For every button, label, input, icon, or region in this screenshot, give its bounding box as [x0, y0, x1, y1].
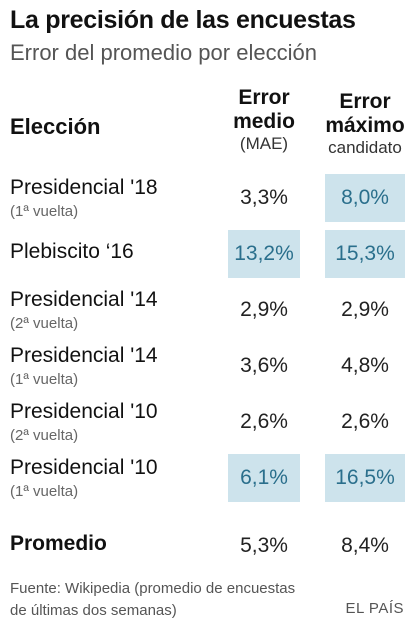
chart-subtitle: Error del promedio por elección: [10, 40, 317, 65]
cell-max: 8,0%: [325, 174, 405, 222]
cell-mae: 13,2%: [228, 230, 300, 278]
total-row-max: 8,4%: [341, 534, 389, 557]
row-label: Presidencial '14: [10, 288, 158, 311]
row-label: Presidencial '10: [10, 400, 158, 423]
cell-mae: 3,6%: [240, 354, 288, 377]
total-row-mae: 5,3%: [240, 534, 288, 557]
row-label: Presidencial '10: [10, 456, 158, 479]
cell-max: 15,3%: [325, 230, 405, 278]
source-note: Fuente: Wikipedia (promedio de encuestas…: [10, 580, 296, 619]
cell-max: 16,5%: [325, 454, 405, 502]
cell-mae: 6,1%: [228, 454, 300, 502]
chart-title: La precisión de las encuestas: [10, 6, 356, 34]
column-header-mae-main: Error medio: [233, 86, 295, 133]
row-sublabel: (2ª vuelta): [10, 427, 79, 444]
column-header-max-sub: candidato: [328, 138, 402, 157]
row-label: Plebiscito ‘16: [10, 240, 134, 263]
column-header-eleccion: Elección: [10, 114, 101, 139]
column-header-max: Error máximo candidato: [321, 90, 409, 158]
row-label: Presidencial '18: [10, 176, 158, 199]
row-label: Presidencial '14: [10, 344, 158, 367]
cell-mae: 2,9%: [240, 298, 288, 321]
column-header-mae-sub: (MAE): [239, 134, 289, 153]
cell-max: 2,9%: [341, 298, 389, 321]
column-header-max-main: Error máximo: [325, 90, 405, 137]
row-sublabel: (1ª vuelta): [10, 371, 79, 388]
row-sublabel: (1ª vuelta): [10, 203, 79, 220]
cell-max: 2,6%: [341, 410, 389, 433]
row-sublabel: (2ª vuelta): [10, 315, 79, 332]
brand-logo: EL PAÍS: [345, 600, 404, 617]
column-header-mae: Error medio (MAE): [228, 86, 300, 154]
row-sublabel: (1ª vuelta): [10, 483, 79, 500]
cell-mae: 3,3%: [240, 186, 288, 209]
total-row-label: Promedio: [10, 532, 107, 555]
cell-mae: 2,6%: [240, 410, 288, 433]
cell-max: 4,8%: [341, 354, 389, 377]
